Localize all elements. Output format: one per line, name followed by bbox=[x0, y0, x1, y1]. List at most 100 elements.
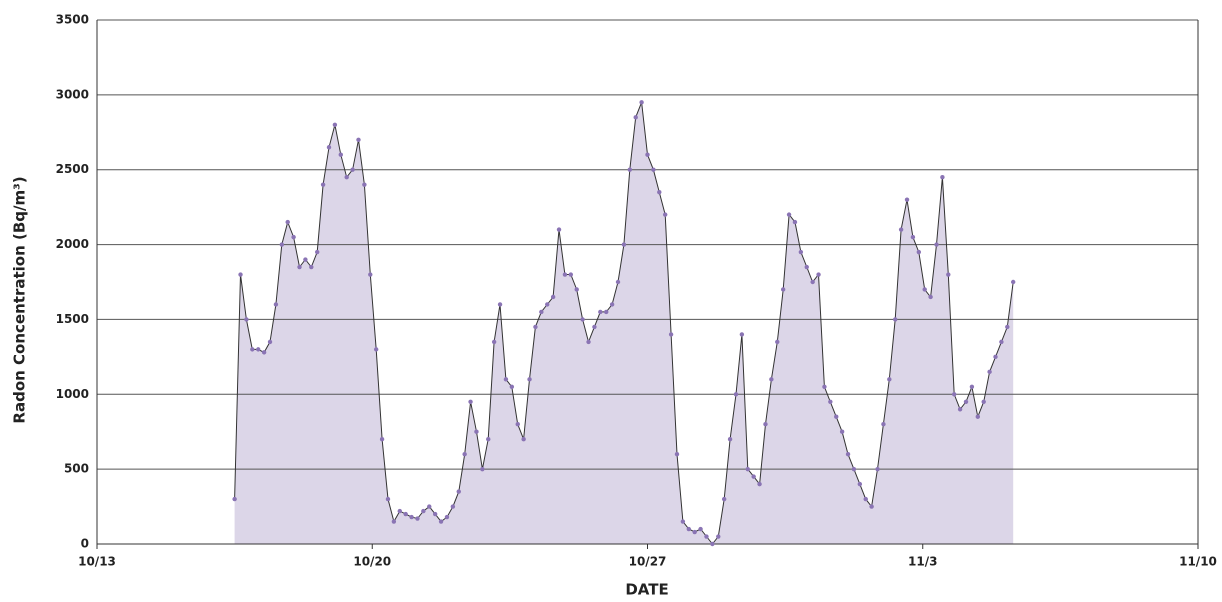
data-point bbox=[480, 466, 485, 472]
x-tick-label: 10/27 bbox=[629, 555, 667, 569]
y-tick-label: 1500 bbox=[56, 312, 89, 326]
data-point bbox=[344, 175, 349, 180]
data-point bbox=[556, 227, 562, 232]
data-point bbox=[379, 437, 385, 442]
data-point bbox=[432, 511, 438, 517]
y-tick-label: 500 bbox=[64, 462, 89, 476]
data-point bbox=[904, 197, 910, 202]
data-point bbox=[733, 392, 739, 397]
x-axis-title: DATE bbox=[625, 581, 668, 599]
data-point bbox=[898, 227, 904, 232]
data-point bbox=[757, 481, 762, 487]
data-point bbox=[893, 317, 898, 322]
data-point bbox=[261, 350, 267, 355]
data-point bbox=[1010, 279, 1016, 285]
data-point bbox=[952, 392, 957, 397]
data-point bbox=[804, 264, 809, 270]
data-point bbox=[716, 534, 721, 539]
data-point bbox=[975, 414, 980, 419]
data-point bbox=[545, 302, 550, 307]
data-point bbox=[739, 332, 745, 337]
data-point bbox=[609, 302, 615, 307]
y-tick-label: 2500 bbox=[56, 162, 89, 176]
x-tick-label: 11/3 bbox=[908, 555, 937, 569]
data-point bbox=[232, 496, 237, 502]
data-point bbox=[881, 422, 886, 427]
y-tick-label: 3000 bbox=[56, 87, 89, 101]
data-point bbox=[857, 481, 863, 487]
data-point bbox=[721, 496, 727, 502]
data-point bbox=[662, 212, 668, 217]
data-point bbox=[727, 437, 733, 442]
data-point bbox=[315, 249, 320, 255]
data-point bbox=[993, 354, 998, 360]
data-point bbox=[415, 516, 420, 521]
data-point bbox=[928, 294, 933, 300]
data-point bbox=[668, 332, 674, 337]
data-point bbox=[822, 384, 827, 389]
data-point bbox=[456, 489, 461, 494]
data-point bbox=[916, 249, 922, 255]
data-point bbox=[798, 249, 804, 255]
data-point bbox=[875, 466, 880, 472]
data-point bbox=[851, 466, 857, 472]
data-point bbox=[326, 145, 332, 150]
data-point bbox=[586, 339, 591, 345]
data-point bbox=[574, 287, 579, 292]
data-point bbox=[468, 399, 473, 404]
data-point bbox=[792, 219, 798, 225]
data-point bbox=[580, 317, 585, 322]
data-point bbox=[657, 189, 662, 195]
data-point bbox=[309, 264, 314, 270]
data-point bbox=[486, 437, 491, 442]
data-point bbox=[698, 526, 703, 532]
data-point bbox=[940, 175, 945, 180]
y-tick-label: 3500 bbox=[56, 13, 89, 27]
y-tick-label: 2000 bbox=[56, 237, 89, 251]
data-point bbox=[1005, 324, 1010, 330]
data-point bbox=[710, 541, 715, 547]
data-point bbox=[651, 167, 656, 172]
data-point bbox=[686, 526, 691, 532]
data-point bbox=[810, 279, 815, 285]
data-point bbox=[279, 242, 285, 247]
data-point bbox=[320, 182, 326, 187]
data-point bbox=[497, 302, 503, 307]
data-point bbox=[645, 152, 650, 157]
data-point bbox=[816, 272, 821, 277]
data-point bbox=[621, 242, 627, 247]
data-point bbox=[769, 377, 774, 382]
data-point bbox=[509, 384, 515, 389]
data-point bbox=[527, 377, 532, 382]
data-point bbox=[285, 219, 290, 225]
data-point bbox=[474, 429, 479, 434]
data-point bbox=[680, 519, 686, 524]
data-point bbox=[845, 451, 851, 457]
data-point bbox=[267, 339, 273, 345]
data-point bbox=[427, 504, 432, 509]
data-point bbox=[692, 529, 697, 535]
data-point bbox=[291, 234, 296, 240]
y-tick-label: 0 bbox=[81, 537, 89, 551]
data-point bbox=[256, 347, 261, 352]
data-point bbox=[775, 339, 780, 345]
data-point bbox=[373, 347, 379, 352]
x-tick-label: 11/10 bbox=[1179, 555, 1217, 569]
data-point bbox=[751, 474, 756, 479]
data-point bbox=[444, 514, 450, 520]
data-point bbox=[987, 369, 992, 375]
data-point bbox=[438, 519, 444, 524]
data-point bbox=[869, 504, 874, 509]
data-point bbox=[450, 504, 456, 509]
data-point bbox=[957, 407, 963, 412]
data-point bbox=[297, 264, 302, 270]
data-point bbox=[562, 272, 568, 277]
data-point bbox=[963, 399, 969, 404]
data-point bbox=[515, 422, 520, 427]
data-point bbox=[910, 234, 916, 240]
data-point bbox=[839, 429, 845, 434]
data-point bbox=[368, 272, 373, 277]
data-point bbox=[403, 511, 408, 517]
data-point bbox=[863, 496, 868, 502]
data-point bbox=[462, 451, 467, 457]
